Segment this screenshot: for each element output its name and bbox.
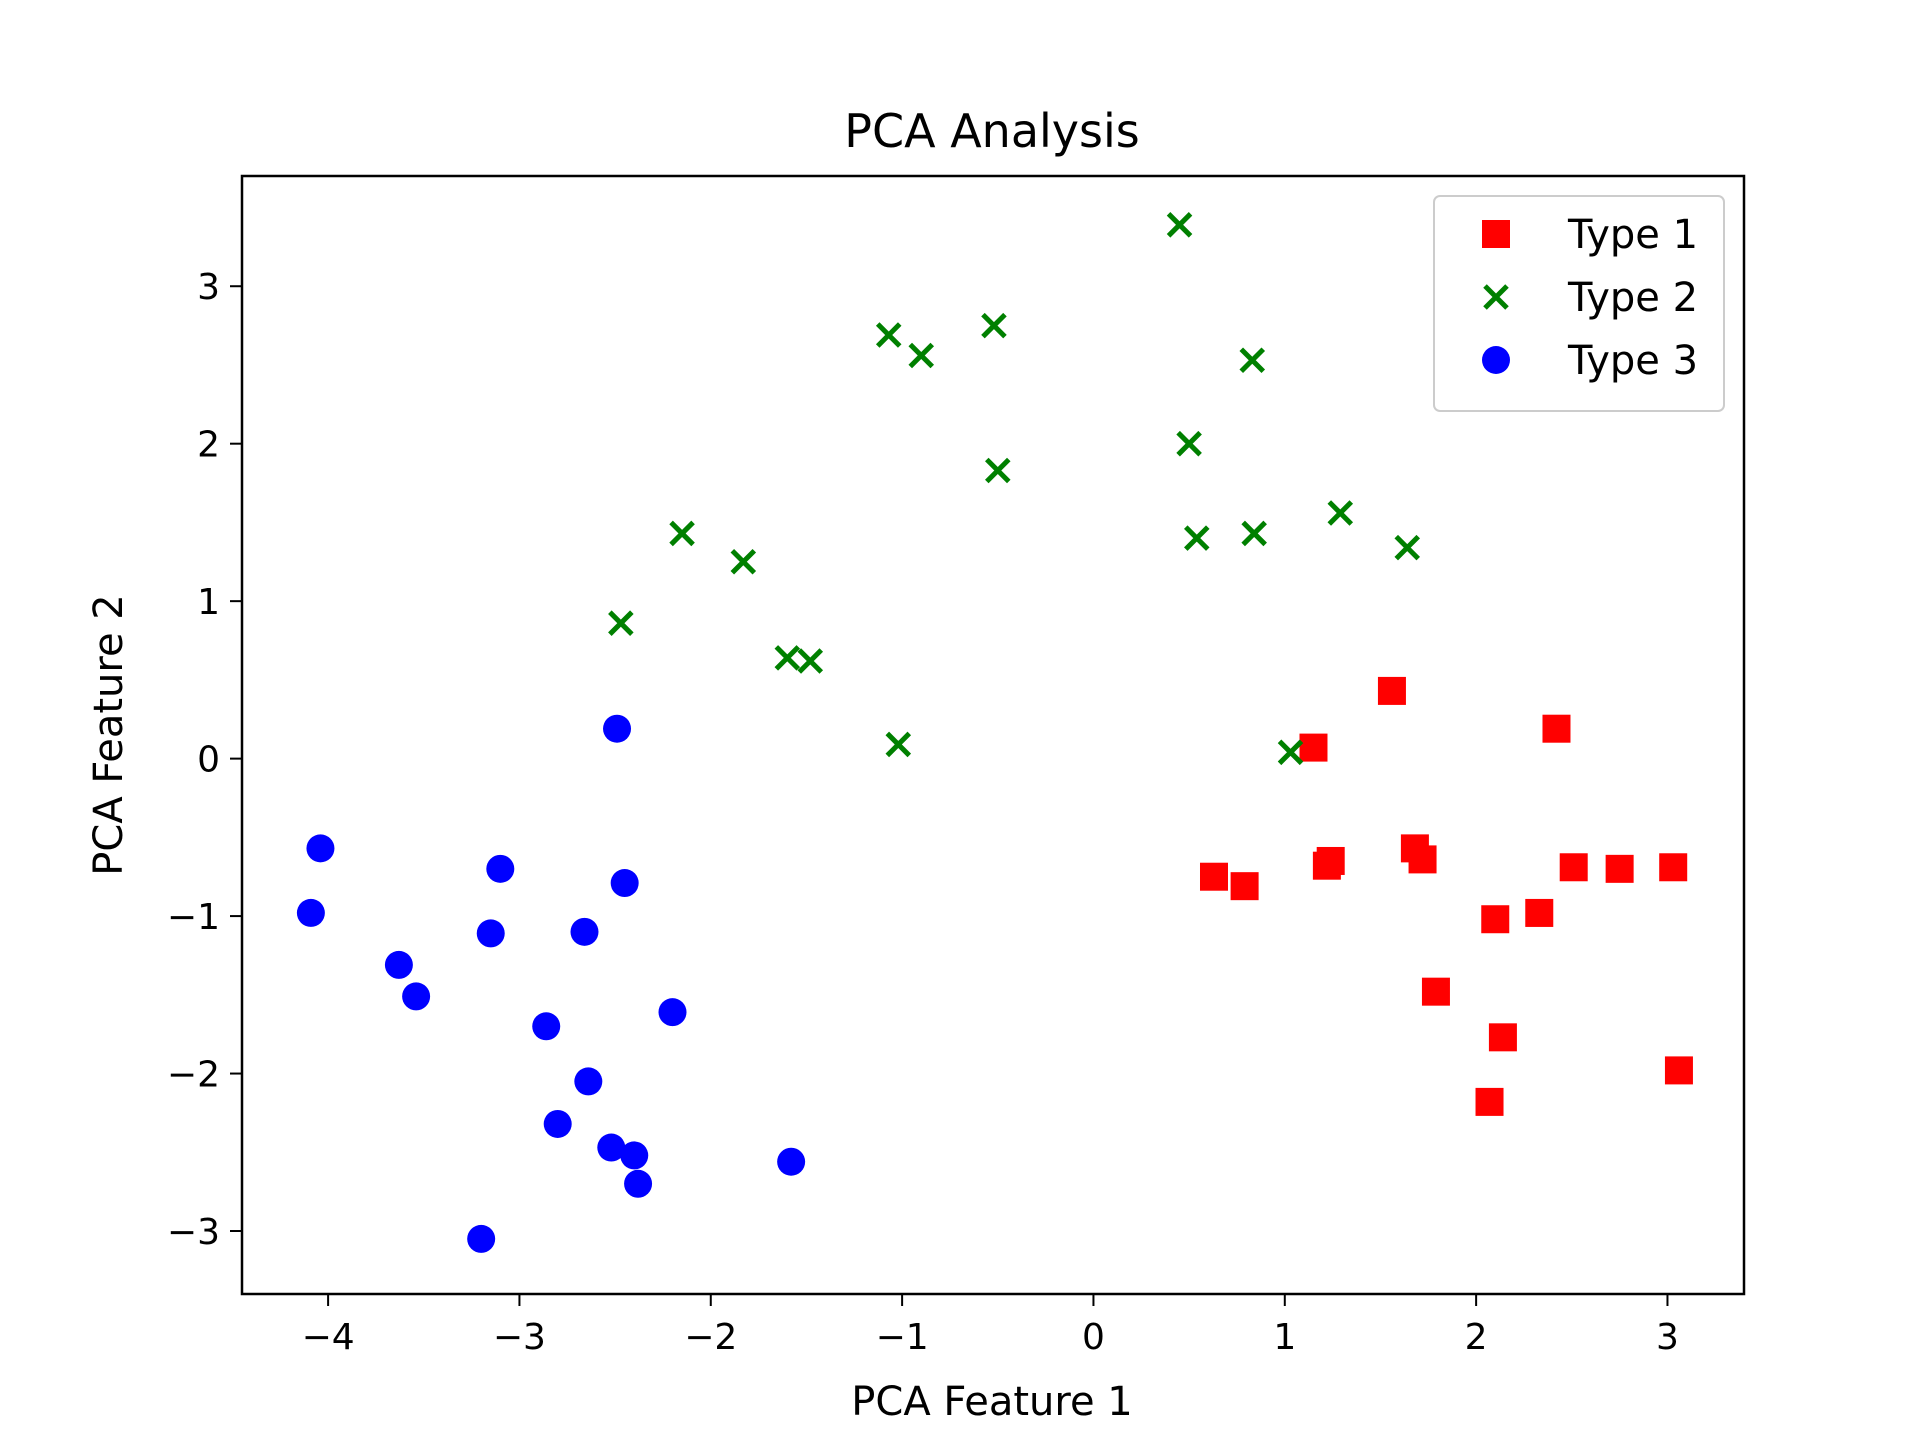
legend-marker	[1482, 346, 1510, 374]
legend-marker	[1482, 220, 1510, 248]
data-point	[985, 457, 1011, 484]
data-point	[570, 917, 599, 946]
x-axis-label: PCA Feature 1	[851, 1379, 1132, 1425]
data-point	[574, 1067, 603, 1096]
data-point	[1327, 500, 1354, 526]
legend-marker	[1483, 284, 1509, 310]
y-tick-label: −2	[167, 1055, 220, 1096]
data-point	[658, 998, 687, 1027]
y-tick-label: 1	[197, 582, 220, 623]
data-point	[1377, 676, 1406, 705]
data-point	[730, 549, 757, 575]
data-point	[608, 610, 634, 636]
x-tick-label: 2	[1465, 1317, 1488, 1358]
data-point	[875, 322, 902, 348]
data-point	[384, 950, 413, 979]
y-tick-label: −3	[167, 1212, 220, 1253]
data-point	[1542, 714, 1571, 743]
data-point	[1299, 733, 1328, 762]
data-point	[532, 1012, 561, 1041]
series-2	[608, 212, 1421, 766]
data-point	[1394, 534, 1421, 561]
data-point	[476, 919, 505, 948]
data-point	[1166, 212, 1193, 238]
y-axis-ticks: −3 −2 −1 0 1 2 3	[167, 267, 242, 1253]
x-tick-label: −3	[493, 1317, 546, 1358]
x-tick-label: −1	[876, 1317, 929, 1358]
data-point	[1199, 862, 1228, 891]
data-point	[1659, 853, 1688, 882]
y-axis-label: PCA Feature 2	[86, 594, 132, 875]
data-point	[1488, 1023, 1517, 1052]
data-point	[610, 869, 639, 898]
data-point	[402, 982, 431, 1011]
data-point	[1241, 520, 1267, 547]
data-point	[1239, 347, 1266, 374]
data-point	[486, 854, 515, 883]
x-tick-label: −2	[684, 1317, 737, 1358]
data-point	[1230, 872, 1259, 901]
x-tick-label: 3	[1656, 1317, 1679, 1358]
data-point	[467, 1224, 496, 1253]
data-point	[624, 1169, 653, 1198]
x-tick-label: −4	[302, 1317, 355, 1358]
data-point	[1664, 1056, 1693, 1085]
data-point	[1559, 853, 1588, 882]
data-point	[597, 1133, 626, 1162]
data-point	[1605, 854, 1634, 883]
chart-title: PCA Analysis	[844, 104, 1139, 158]
x-axis-ticks: −4 −3 −2 −1 0 1 2 3	[302, 1294, 1679, 1358]
data-point	[1316, 846, 1345, 875]
x-tick-label: 1	[1273, 1317, 1296, 1358]
data-point	[1408, 845, 1437, 874]
plot-frame	[240, 174, 1746, 1296]
data-point	[306, 834, 335, 863]
data-point	[908, 342, 935, 369]
data-point	[774, 645, 801, 671]
data-point	[603, 714, 632, 743]
data-point	[981, 312, 1007, 339]
data-point	[1475, 1087, 1504, 1116]
data-point	[296, 898, 325, 927]
data-point	[1481, 905, 1510, 934]
y-tick-label: 2	[197, 425, 220, 466]
legend-label: Type 3	[1567, 338, 1698, 384]
x-tick-label: 0	[1082, 1317, 1105, 1358]
data-point	[543, 1109, 572, 1138]
data-point	[1421, 977, 1450, 1006]
legend-label: Type 1	[1567, 212, 1698, 258]
data-point	[1184, 525, 1210, 551]
y-tick-label: −1	[167, 897, 220, 938]
data-point	[669, 520, 695, 547]
data-point	[1277, 739, 1304, 766]
data-points	[296, 212, 1693, 1253]
data-point	[1176, 430, 1202, 457]
plot-area	[240, 174, 1746, 1296]
y-tick-label: 3	[197, 267, 220, 308]
series-1	[1199, 676, 1693, 1116]
series-3	[296, 714, 806, 1253]
legend: Type 1 Type 2 Type 3	[1433, 195, 1725, 412]
y-tick-label: 0	[197, 740, 220, 781]
data-point	[797, 648, 824, 674]
legend-label: Type 2	[1567, 275, 1698, 321]
data-point	[620, 1141, 649, 1170]
data-point	[777, 1147, 806, 1176]
data-point	[1525, 898, 1554, 927]
data-point	[885, 731, 912, 758]
